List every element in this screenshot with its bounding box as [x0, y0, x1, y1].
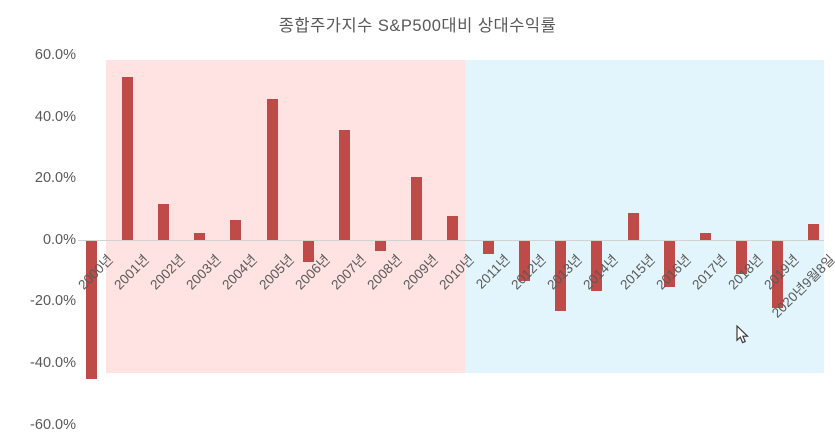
bar-2003년 [194, 232, 206, 241]
bar-2002년 [158, 203, 170, 241]
y-axis-tick-label: 0.0% [42, 231, 76, 248]
bar-2011년 [483, 240, 495, 255]
y-axis-tick-label: -60.0% [30, 416, 76, 433]
bar-2010년 [447, 215, 458, 241]
bar-2013년 [555, 240, 567, 312]
bar-2004년 [230, 220, 242, 241]
bar-2005년 [266, 98, 278, 241]
bar-2008년 [374, 240, 386, 252]
bar-2014년 [591, 240, 603, 292]
y-axis-tick-label: -40.0% [30, 355, 76, 371]
y-axis-tick-label: -20.0% [30, 293, 76, 310]
y-axis-tick-label: 40.0% [34, 108, 76, 125]
y-axis-tick-label: 20.0% [34, 170, 76, 187]
bar-2020년9월8일 [808, 223, 819, 241]
y-axis-tick-label: 60.0% [34, 47, 76, 63]
zero-axis-line [78, 240, 824, 241]
bar-2015년 [627, 212, 639, 241]
bar-2007년 [338, 129, 350, 241]
bar-2006년 [302, 240, 314, 263]
bar-2019년 [771, 240, 783, 309]
bar-2000년 [86, 240, 97, 380]
mouse-cursor-icon [736, 325, 749, 344]
bar-2016년 [663, 240, 675, 287]
bar-2012년 [519, 240, 531, 281]
bar-2001년 [122, 77, 134, 241]
bar-2018년 [735, 240, 747, 275]
bar-2009년 [410, 177, 422, 241]
chart-title: 종합주가지수 S&P500대비 상대수익률 [278, 17, 557, 35]
highlight-region-decade-2011-2020 [465, 60, 824, 373]
bar-2017년 [699, 232, 711, 241]
